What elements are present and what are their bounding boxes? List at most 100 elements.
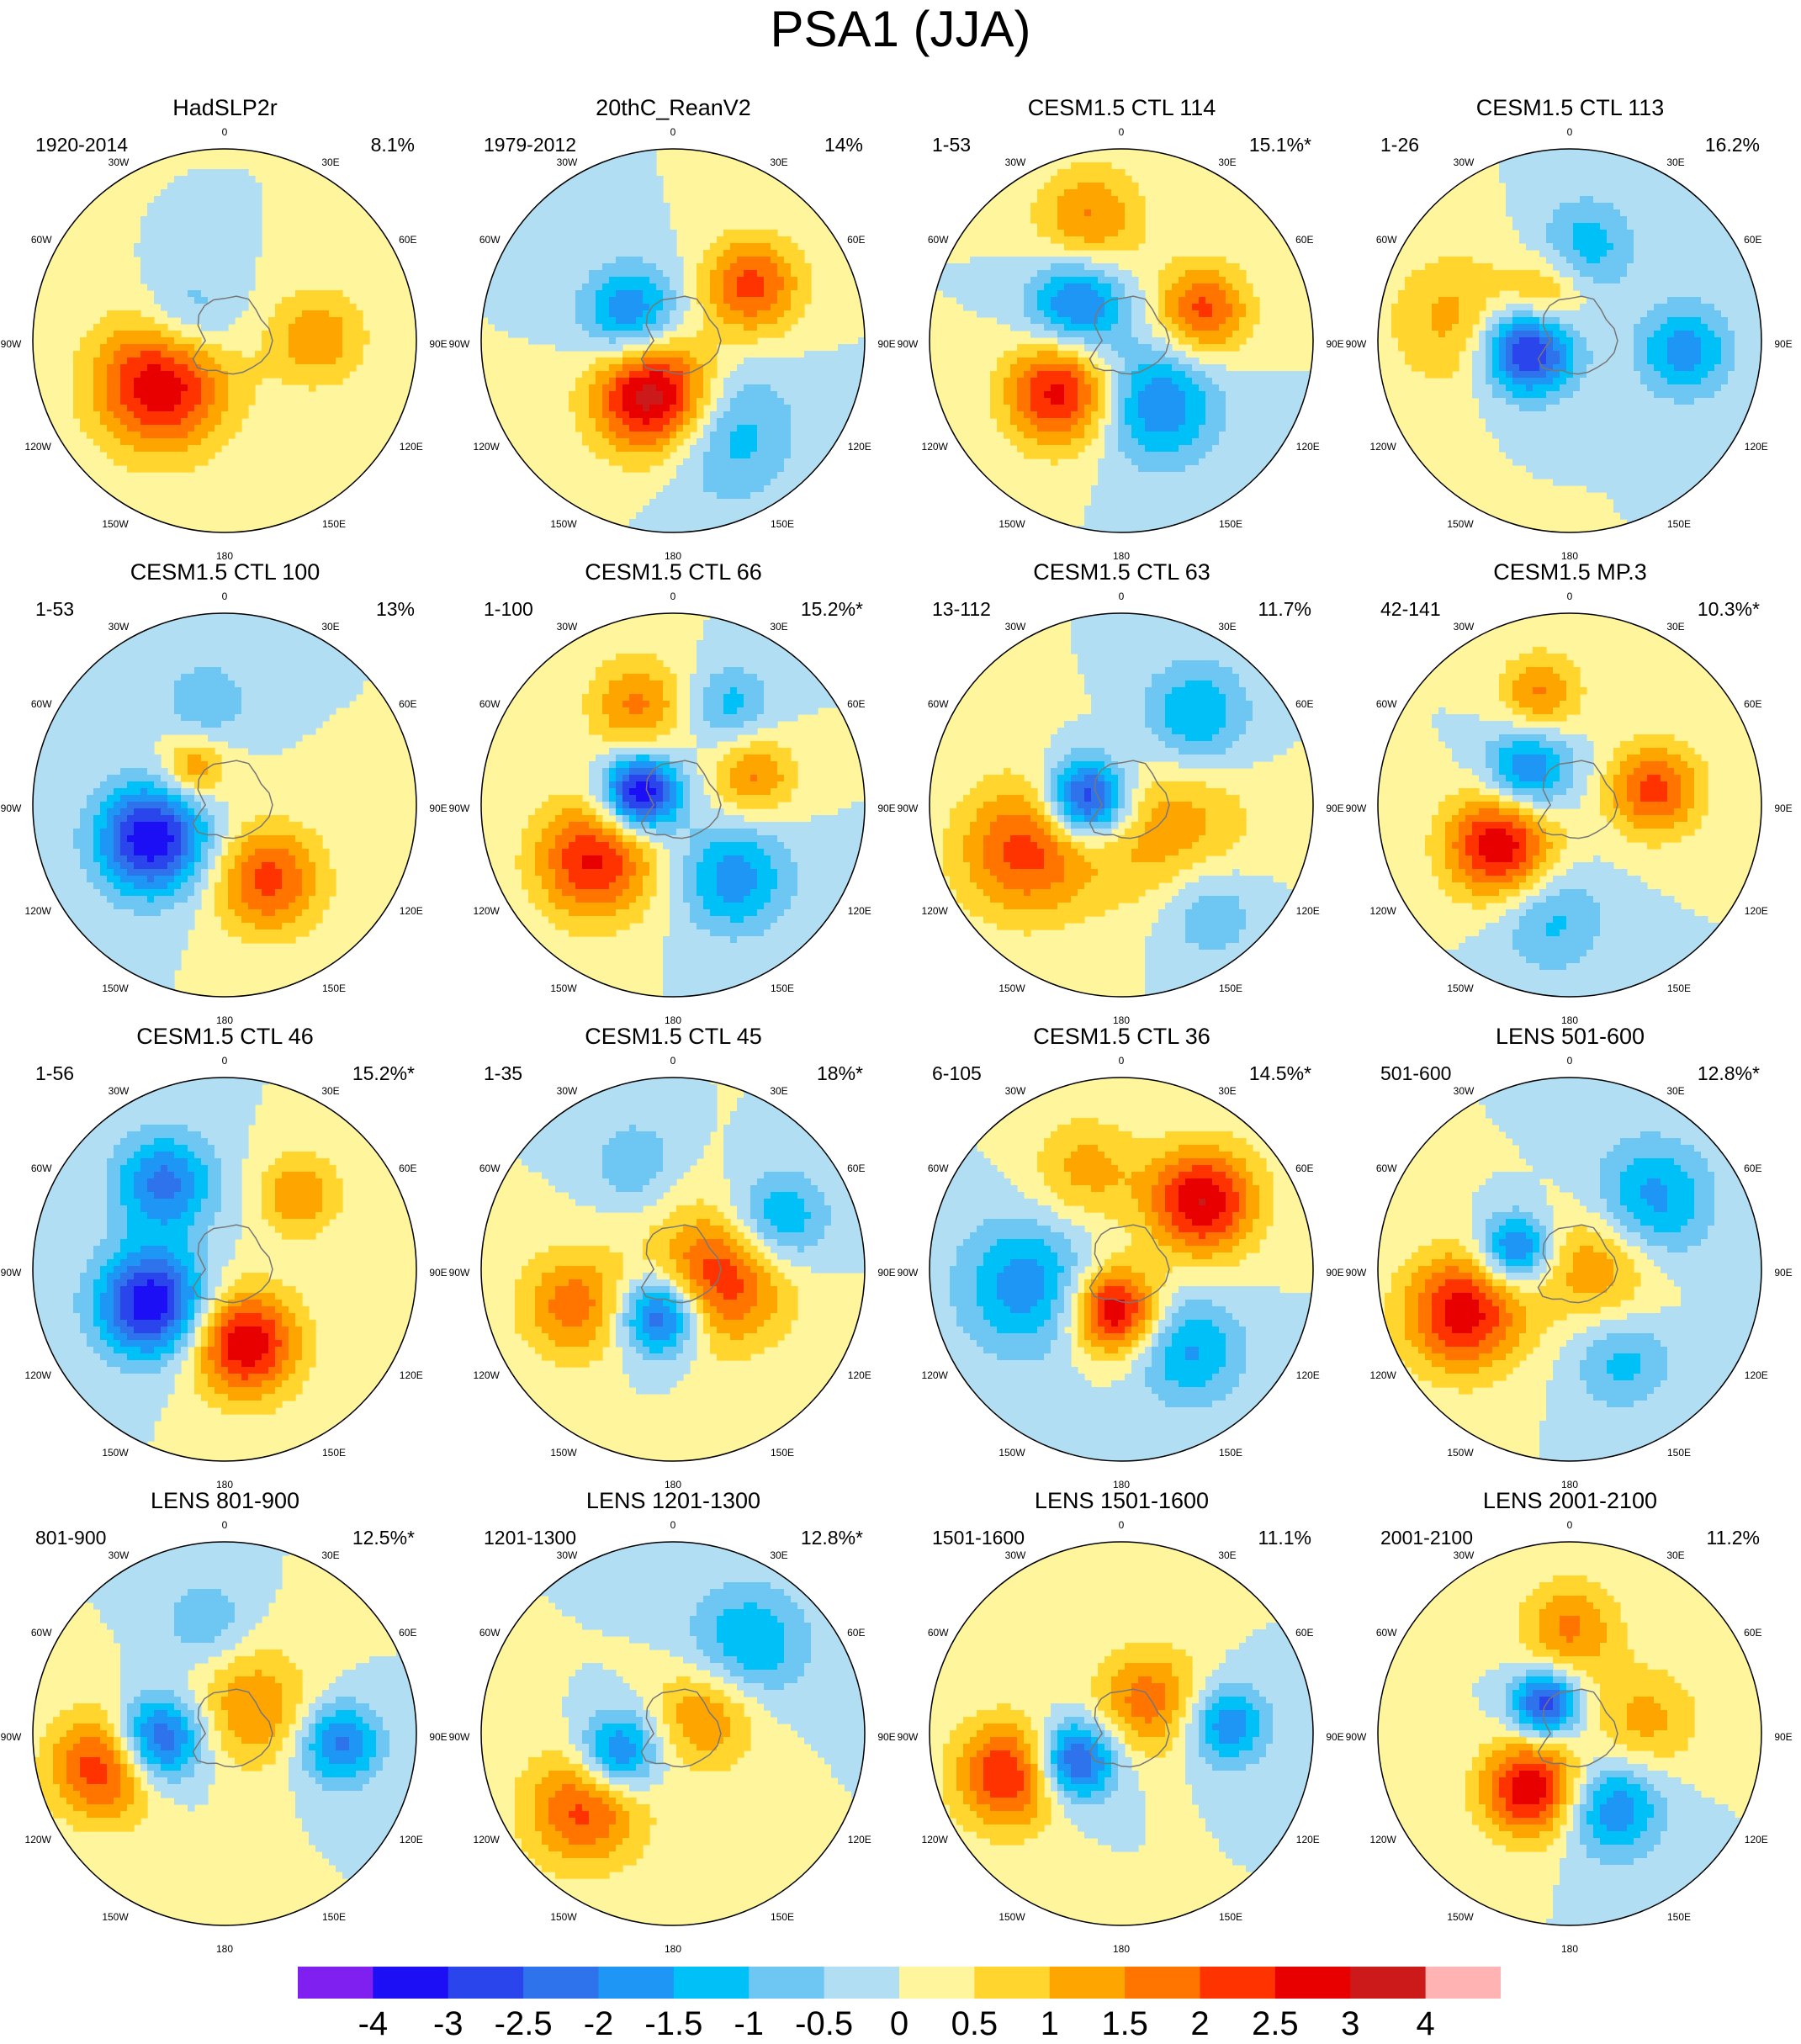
colorbar-tick-label: -0.5 bbox=[795, 2005, 853, 2042]
longitude-label: 90W bbox=[1346, 338, 1367, 350]
longitude-label: 150W bbox=[1447, 1447, 1474, 1459]
panel-variance-percent: 13% bbox=[376, 597, 415, 621]
longitude-label: 90W bbox=[449, 1267, 470, 1279]
longitude-label: 120E bbox=[1296, 441, 1320, 453]
longitude-label: 30W bbox=[109, 1085, 130, 1097]
colorbar-swatch bbox=[824, 1967, 900, 1999]
longitude-label: 150W bbox=[550, 518, 577, 530]
polar-map: 0 30E 60E 90E 120E 150E 180 150W 120W 90W 60W 30W bbox=[449, 1519, 896, 1955]
map-boundary bbox=[1377, 1077, 1762, 1462]
map-boundary bbox=[929, 1077, 1314, 1462]
panel-variance-percent: 15.2%* bbox=[801, 597, 863, 621]
antarctica-coastline bbox=[1537, 295, 1618, 375]
anomaly-field bbox=[481, 149, 865, 532]
panel-title: LENS 1201-1300 bbox=[448, 1487, 898, 1514]
map-panel: CESM1.5 CTL 45 1-35 18%* 0 30E 60E 90E 120E 150E… bbox=[448, 1023, 898, 1494]
colorbar-swatch bbox=[298, 1967, 373, 1999]
longitude-label: 90W bbox=[1, 802, 22, 814]
longitude-label: 120W bbox=[922, 905, 949, 917]
polar-map: 0 30E 60E 90E 120E 150E 180 150W 120W 90W 60W 30W bbox=[1, 126, 448, 562]
longitude-label: 0 bbox=[1119, 590, 1125, 602]
longitude-label: 60W bbox=[479, 234, 501, 246]
longitude-label: 30W bbox=[1005, 1085, 1026, 1097]
map-panel: CESM1.5 MP.3 42-141 10.3%* 0 30E 60E 90E 120E 15… bbox=[1345, 559, 1795, 1030]
anomaly-field bbox=[1378, 613, 1761, 997]
anomaly-field bbox=[33, 613, 416, 997]
longitude-label: 30E bbox=[770, 156, 787, 168]
longitude-label: 90E bbox=[1326, 802, 1343, 814]
longitude-label: 120E bbox=[848, 1369, 871, 1381]
longitude-label: 90E bbox=[1774, 802, 1792, 814]
panel-variance-percent: 14% bbox=[824, 133, 863, 156]
longitude-label: 60W bbox=[928, 698, 949, 710]
panel-title: 20thC_ReanV2 bbox=[448, 94, 898, 121]
longitude-label: 30W bbox=[1454, 621, 1475, 633]
panel-variance-percent: 12.8%* bbox=[1698, 1062, 1760, 1085]
longitude-label: 30E bbox=[1218, 156, 1236, 168]
longitude-label: 30E bbox=[1666, 156, 1684, 168]
panel-title: CESM1.5 CTL 66 bbox=[448, 559, 898, 585]
map-boundary bbox=[929, 148, 1314, 533]
anomaly-field bbox=[481, 1078, 865, 1461]
longitude-label: 30W bbox=[109, 1549, 130, 1561]
map-boundary bbox=[1377, 1541, 1762, 1926]
antarctica-coastline bbox=[1537, 760, 1618, 839]
map-boundary bbox=[480, 1541, 866, 1926]
longitude-label: 60W bbox=[31, 1162, 52, 1174]
map-boundary bbox=[929, 1541, 1314, 1926]
polar-map: 0 30E 60E 90E 120E 150E 180 150W 120W 90W 60W 30W bbox=[449, 126, 896, 562]
longitude-label: 150E bbox=[322, 518, 346, 530]
anomaly-field bbox=[930, 1542, 1313, 1925]
longitude-label: 120W bbox=[474, 1834, 501, 1845]
longitude-label: 90W bbox=[1, 1267, 22, 1279]
longitude-label: 30W bbox=[557, 1549, 578, 1561]
longitude-label: 150E bbox=[1667, 982, 1691, 994]
longitude-label: 150W bbox=[102, 1911, 129, 1923]
anomaly-field bbox=[33, 1542, 416, 1925]
panel-title: LENS 2001-2100 bbox=[1345, 1487, 1795, 1514]
longitude-label: 30E bbox=[321, 621, 339, 633]
panel-variance-percent: 14.5%* bbox=[1249, 1062, 1311, 1085]
map-panel: HadSLP2r 1920-2014 8.1% 0 30E 60E 90E 120E 150E 1… bbox=[0, 94, 450, 565]
longitude-label: 90W bbox=[449, 802, 470, 814]
longitude-label: 60E bbox=[1744, 1627, 1761, 1639]
panel-period: 1-53 bbox=[932, 133, 971, 156]
longitude-label: 150E bbox=[322, 1447, 346, 1459]
panel-title: LENS 501-600 bbox=[1345, 1023, 1795, 1050]
longitude-label: 60W bbox=[31, 698, 52, 710]
map-panel: CESM1.5 CTL 114 1-53 15.1%* 0 30E 60E 90E 120E 1… bbox=[897, 94, 1347, 565]
map-panel: LENS 501-600 501-600 12.8%* 0 30E 60E 90E 120E 1… bbox=[1345, 1023, 1795, 1494]
panel-title: CESM1.5 CTL 113 bbox=[1345, 94, 1795, 121]
longitude-label: 150E bbox=[322, 982, 346, 994]
panel-variance-percent: 12.5%* bbox=[352, 1526, 415, 1549]
longitude-label: 120E bbox=[1745, 1834, 1768, 1845]
longitude-label: 30W bbox=[557, 156, 578, 168]
longitude-label: 150E bbox=[1219, 1911, 1242, 1923]
longitude-label: 30E bbox=[770, 1549, 787, 1561]
panel-variance-percent: 11.2% bbox=[1706, 1526, 1760, 1549]
colorbar-tick-label: -2 bbox=[584, 2005, 614, 2042]
colorbar-tick-label: 3 bbox=[1341, 2005, 1359, 2042]
panel-title: LENS 1501-1600 bbox=[897, 1487, 1347, 1514]
colorbar-swatch bbox=[523, 1967, 600, 1999]
longitude-label: 120E bbox=[1296, 905, 1320, 917]
longitude-label: 180 bbox=[216, 1479, 233, 1491]
longitude-label: 180 bbox=[665, 550, 681, 562]
longitude-label: 60E bbox=[1295, 234, 1313, 246]
antarctica-coastline bbox=[1537, 1688, 1618, 1768]
longitude-label: 0 bbox=[1567, 1519, 1573, 1531]
panel-period: 1-26 bbox=[1380, 133, 1419, 156]
longitude-label: 60E bbox=[847, 1162, 865, 1174]
longitude-label: 30W bbox=[109, 621, 130, 633]
panel-variance-percent: 16.2% bbox=[1705, 133, 1760, 156]
map-panel: LENS 1501-1600 1501-1600 11.1% 0 30E 60E 90E 12… bbox=[897, 1487, 1347, 1958]
panel-period: 2001-2100 bbox=[1380, 1526, 1473, 1549]
longitude-label: 60E bbox=[847, 1627, 865, 1639]
longitude-label: 90E bbox=[877, 802, 895, 814]
colorbar-tick-label: 1 bbox=[1041, 2005, 1059, 2042]
longitude-label: 150W bbox=[1447, 1911, 1474, 1923]
figure-title: PSA1 (JJA) bbox=[0, 0, 1801, 59]
panel-variance-percent: 8.1% bbox=[371, 133, 415, 156]
longitude-label: 0 bbox=[1567, 1055, 1573, 1067]
longitude-label: 60E bbox=[1744, 1162, 1761, 1174]
